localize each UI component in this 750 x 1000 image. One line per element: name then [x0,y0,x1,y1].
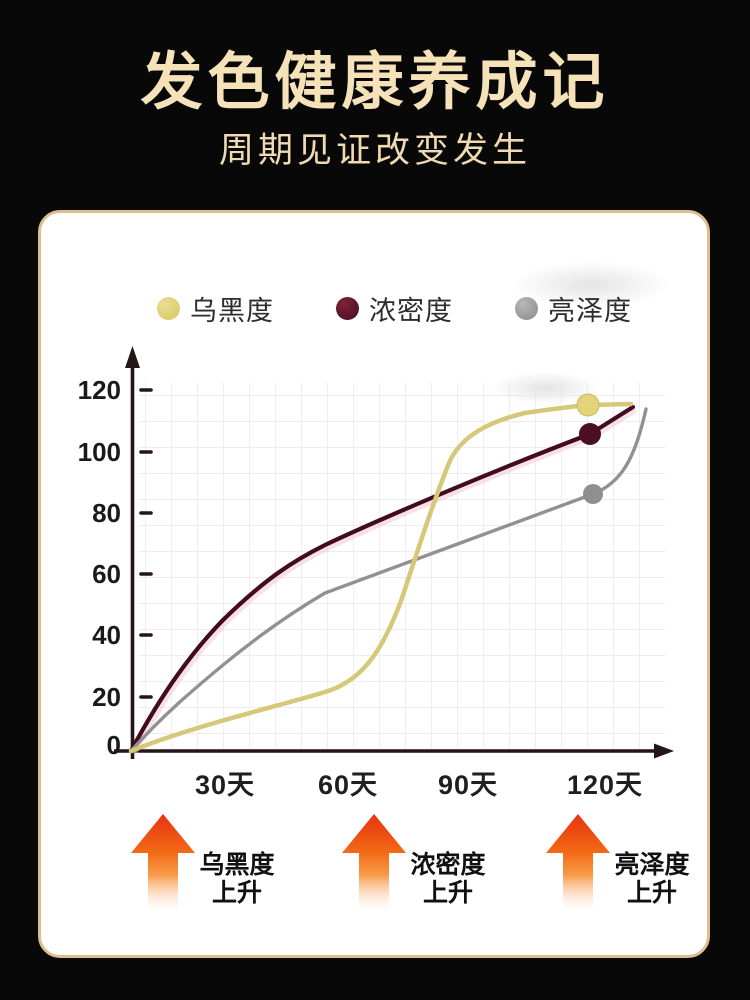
y-tick-label: 0 [106,730,121,760]
y-tick-label: 80 [92,498,121,528]
y-tick-label: 100 [77,437,121,467]
x-axis-arrow-icon [654,743,674,759]
y-axis-arrow-icon [125,346,140,368]
legend-label: 乌黑度 [190,296,274,326]
y-tick-label: 120 [77,375,121,405]
x-tick-label: 90天 [437,770,499,800]
marker-shine [583,484,603,504]
y-tick-label: 60 [92,559,121,589]
header: 发色健康养成记 周期见证改变发生 [0,0,750,168]
legend-dot-yellow-icon [157,297,180,320]
chart-legend: 乌黑度 浓密度 亮泽度 [41,289,713,328]
series-density-line [128,404,636,754]
rise-item-density: 浓密度 上升 [342,814,488,916]
legend-label: 浓密度 [369,296,453,326]
x-tick-label: 120天 [566,770,644,800]
line-chart [114,346,674,759]
series-density-halo [129,405,637,755]
chart-card: 乌黑度 浓密度 亮泽度 [38,210,710,958]
legend-dot-gray-icon [515,297,538,320]
legend-item-shine: 亮泽度 [515,289,632,328]
up-arrow-icon [342,814,406,916]
legend-dot-maroon-icon [336,297,359,320]
photo-haze [511,261,671,309]
marker-blackness [576,393,600,417]
rise-label: 亮泽度 上升 [614,852,690,907]
rise-label: 乌黑度 上升 [199,852,275,907]
x-tick-label: 30天 [194,770,256,800]
rise-item-blackness: 乌黑度 上升 [131,814,277,916]
marker-density [579,423,601,445]
rise-item-shine: 亮泽度 上升 [546,814,692,916]
y-tick-label: 40 [92,620,121,650]
page-title: 发色健康养成记 [140,49,610,117]
legend-item-blackness: 乌黑度 [157,289,274,328]
y-tick-label: 20 [92,682,121,712]
footer-arrows: 乌黑度 上升 浓密度 上升 亮泽度 上升 [41,814,713,959]
page-subtitle: 周期见证改变发生 [218,131,531,170]
series-shine-line [129,407,648,753]
rise-label: 浓密度 上升 [410,852,486,907]
series-blackness-line [128,401,634,754]
x-tick-label: 60天 [317,770,379,800]
legend-label: 亮泽度 [548,296,632,326]
up-arrow-icon [546,814,610,916]
legend-item-density: 浓密度 [336,289,453,328]
up-arrow-icon [131,814,195,916]
y-tick-marks [139,388,153,699]
